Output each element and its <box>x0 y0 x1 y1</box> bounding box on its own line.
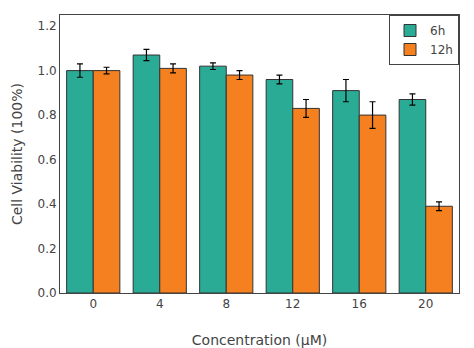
svg-text:12h: 12h <box>430 43 453 57</box>
svg-text:4: 4 <box>156 297 164 311</box>
svg-text:Concentration (μM): Concentration (μM) <box>192 332 327 348</box>
svg-text:1.0: 1.0 <box>38 64 57 78</box>
svg-text:0.2: 0.2 <box>38 242 57 256</box>
svg-text:Cell Viability (100%): Cell Viability (100%) <box>9 83 25 225</box>
svg-text:20: 20 <box>418 297 433 311</box>
svg-text:0: 0 <box>89 297 97 311</box>
svg-text:12: 12 <box>285 297 300 311</box>
svg-text:0.8: 0.8 <box>38 108 57 122</box>
svg-text:0.0: 0.0 <box>38 286 57 300</box>
svg-text:0.4: 0.4 <box>38 197 57 211</box>
svg-text:16: 16 <box>352 297 367 311</box>
svg-text:0.6: 0.6 <box>38 153 57 167</box>
svg-text:8: 8 <box>222 297 230 311</box>
svg-text:6h: 6h <box>430 24 445 38</box>
svg-text:1.2: 1.2 <box>38 19 57 33</box>
